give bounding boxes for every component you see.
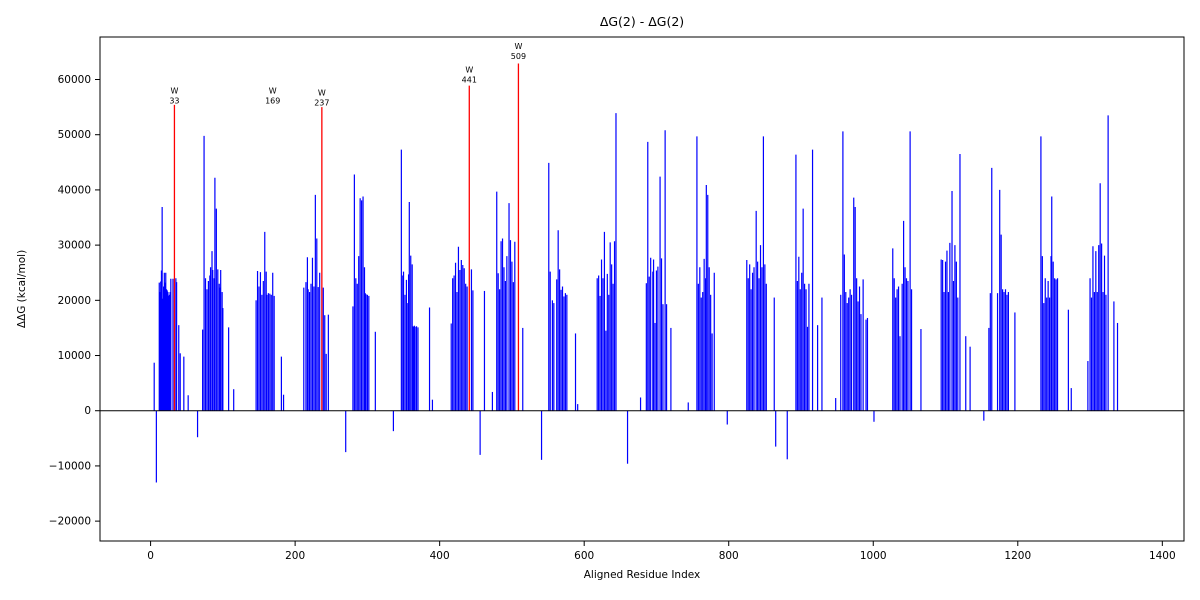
annotation-line1: W <box>269 86 277 95</box>
annotation-line2: 237 <box>314 99 329 108</box>
x-tick-label: 800 <box>719 550 739 562</box>
annotation-line2: 33 <box>169 96 179 105</box>
x-tick-label: 400 <box>430 550 450 562</box>
annotation-line2: 169 <box>265 96 280 105</box>
annotation-line1: W <box>170 86 178 95</box>
annotation-line2: 441 <box>462 75 477 84</box>
y-axis-label: ΔΔG (kcal/mol) <box>16 250 28 328</box>
y-tick-label: 50000 <box>58 129 91 141</box>
y-axis-ticks: −20000 −10000 0 10000 20000 30000 40000 50000 60… <box>49 74 100 528</box>
x-tick-label: 1400 <box>1149 550 1176 562</box>
chart-title: ΔG(2) - ΔG(2) <box>600 14 684 29</box>
x-tick-label: 1000 <box>860 550 887 562</box>
y-tick-label: −20000 <box>49 516 91 528</box>
x-tick-label: 1200 <box>1004 550 1031 562</box>
y-tick-label: 10000 <box>58 350 91 362</box>
y-tick-label: 20000 <box>58 295 91 307</box>
plot-border <box>99 36 1185 542</box>
x-tick-label: 0 <box>147 550 154 562</box>
x-axis-ticks: 0 200 400 600 800 1000 1200 1400 <box>147 541 1176 562</box>
y-tick-label: 30000 <box>58 240 91 252</box>
bars-layer <box>153 63 1119 483</box>
x-tick-label: 200 <box>285 550 305 562</box>
annotation-line2: 509 <box>511 52 526 61</box>
x-axis-label: Aligned Residue Index <box>584 569 701 581</box>
x-tick-label: 600 <box>574 550 594 562</box>
annotation-line1: W <box>514 42 522 51</box>
annotation-line1: W <box>318 89 326 98</box>
y-tick-label: 40000 <box>58 184 91 196</box>
y-tick-label: 60000 <box>58 74 91 86</box>
annotation-line1: W <box>465 65 473 74</box>
y-tick-label: 0 <box>84 405 91 417</box>
y-tick-label: −10000 <box>49 460 91 472</box>
